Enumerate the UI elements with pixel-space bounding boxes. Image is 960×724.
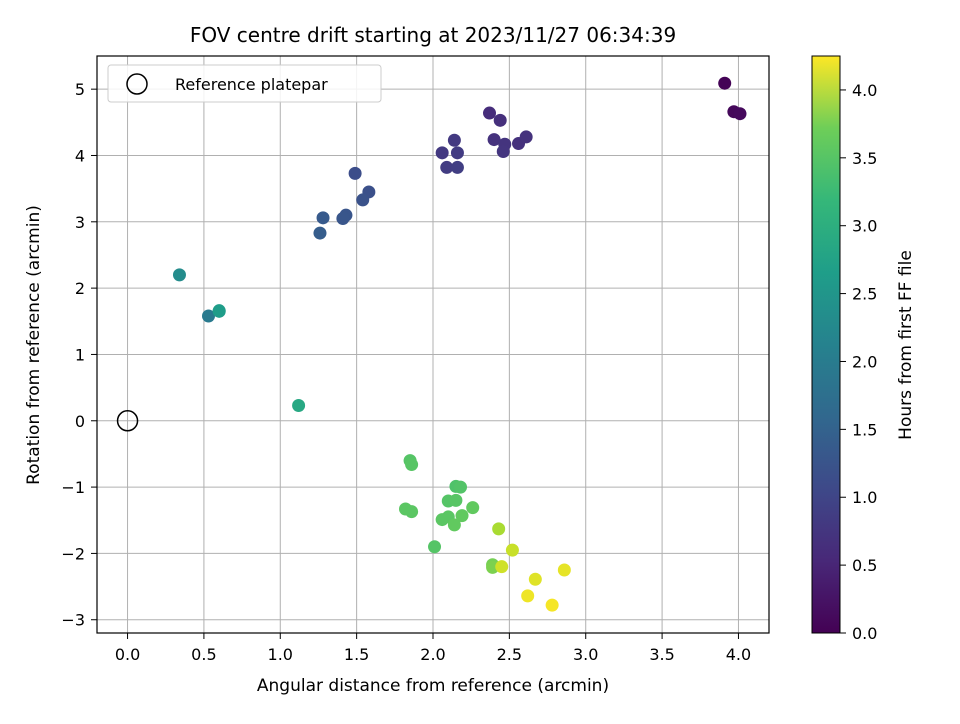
- data-point: [405, 505, 419, 519]
- data-point: [521, 589, 535, 603]
- data-point: [435, 146, 449, 160]
- data-point: [492, 522, 506, 536]
- colorbar-tick-label: 2.0: [852, 352, 877, 371]
- data-point: [447, 518, 461, 532]
- chart-title: FOV centre drift starting at 2023/11/27 …: [190, 23, 676, 47]
- x-axis-label: Angular distance from reference (arcmin): [257, 676, 609, 696]
- data-point: [718, 76, 732, 90]
- x-tick-label: 1.0: [268, 645, 293, 664]
- data-point: [447, 133, 461, 147]
- legend: Reference platepar: [107, 64, 382, 103]
- x-tick-label: 4.0: [726, 645, 751, 664]
- data-point: [172, 268, 186, 282]
- colorbar: 0.0 0.5 1.0 1.5 2.0 2.5 3.0 3.5 4.0 Hours from f…: [811, 55, 916, 643]
- data-points: [172, 76, 747, 612]
- data-point: [428, 540, 442, 554]
- data-point: [455, 509, 469, 523]
- x-tick-label: 2.5: [497, 645, 522, 664]
- data-point: [336, 211, 350, 225]
- data-point: [733, 107, 747, 121]
- y-tick-label: −2: [61, 544, 85, 563]
- y-tick-label: 0: [75, 412, 85, 431]
- legend-entry: Reference platepar: [175, 75, 328, 94]
- colorbar-tick-label: 1.5: [852, 420, 877, 439]
- colorbar-tick-label: 4.0: [852, 81, 877, 100]
- data-point: [487, 133, 501, 147]
- reference-marker: [116, 410, 139, 432]
- data-point: [519, 130, 533, 144]
- data-point: [466, 501, 480, 515]
- data-point: [316, 211, 330, 225]
- y-tick-label: 3: [75, 213, 85, 232]
- y-tick-label: 1: [75, 345, 85, 364]
- y-tick-label: −3: [61, 611, 85, 630]
- y-tick-label: −1: [61, 478, 85, 497]
- data-point: [435, 513, 449, 527]
- data-point: [449, 493, 463, 507]
- legend-box: [107, 64, 382, 103]
- data-point: [453, 480, 467, 494]
- data-point: [496, 145, 510, 159]
- data-point: [495, 560, 509, 574]
- data-point: [505, 543, 519, 557]
- legend-marker-icon: [126, 73, 148, 95]
- data-point: [356, 193, 370, 207]
- data-point: [440, 160, 454, 174]
- data-point: [557, 563, 571, 577]
- colorbar-gradient: [811, 55, 841, 634]
- y-tick-label: 4: [75, 146, 85, 165]
- data-point: [292, 399, 306, 413]
- data-point: [348, 166, 362, 180]
- y-tick-label: 5: [75, 80, 85, 99]
- colorbar-tick-label: 2.5: [852, 285, 877, 304]
- colorbar-tick-label: 1.0: [852, 488, 877, 507]
- data-point: [450, 160, 464, 174]
- colorbar-tick-label: 3.0: [852, 217, 877, 236]
- data-point: [528, 572, 542, 586]
- data-point: [493, 113, 507, 127]
- y-tick-label: 2: [75, 279, 85, 298]
- colorbar-tick-label: 3.5: [852, 149, 877, 168]
- data-point: [450, 146, 464, 160]
- x-axis-ticks: 0.0 0.5 1.0 1.5 2.0 2.5 3.0 3.5 4.0: [115, 633, 751, 664]
- y-axis-ticks: −3 −2 −1 0 1 2 3 4 5: [61, 80, 97, 630]
- x-tick-label: 2.0: [420, 645, 445, 664]
- data-point: [313, 226, 327, 240]
- colorbar-tick-label: 0.5: [852, 556, 877, 575]
- data-point: [405, 458, 419, 472]
- data-point: [201, 309, 215, 323]
- x-tick-label: 3.5: [649, 645, 674, 664]
- x-tick-label: 3.0: [573, 645, 598, 664]
- colorbar-tick-label: 0.0: [852, 624, 877, 643]
- colorbar-ticks: 0.0 0.5 1.0 1.5 2.0 2.5 3.0 3.5 4.0: [840, 81, 877, 643]
- x-tick-label: 0.5: [191, 645, 216, 664]
- colorbar-label: Hours from first FF file: [896, 250, 916, 440]
- x-tick-label: 0.0: [115, 645, 140, 664]
- x-tick-label: 1.5: [344, 645, 369, 664]
- data-point: [212, 304, 226, 318]
- data-point: [545, 598, 559, 612]
- data-point: [483, 106, 497, 120]
- y-axis-label: Rotation from reference (arcmin): [24, 205, 44, 485]
